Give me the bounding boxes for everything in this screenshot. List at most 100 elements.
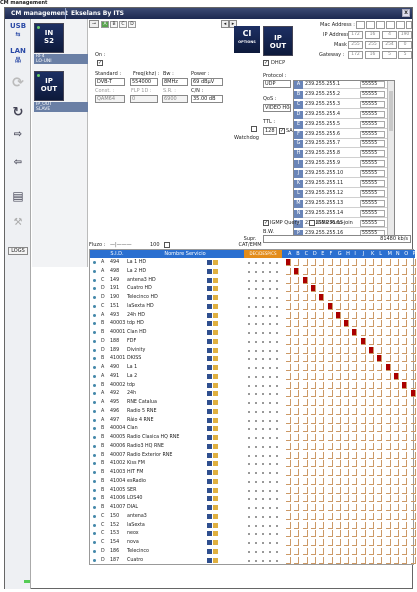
table-row[interactable]: B 41004 esRadio [90,477,416,486]
dropdown-icon[interactable] [207,400,212,405]
matrix-cell[interactable] [302,460,308,468]
matrix-cell[interactable] [319,547,325,555]
matrix-cell[interactable] [302,276,308,284]
matrix-cell[interactable] [344,302,350,310]
matrix-cell[interactable] [294,486,300,494]
dropdown-icon[interactable] [207,522,212,528]
sync-icon[interactable]: ⟳ [12,75,24,91]
lock-icon[interactable] [213,347,218,353]
matrix-cell[interactable] [402,311,408,319]
matrix-cell[interactable] [302,425,308,433]
matrix-cell[interactable] [310,390,316,398]
matrix-cell[interactable] [410,346,416,354]
matrix-cell[interactable] [360,434,366,441]
matrix-cell[interactable] [377,556,383,564]
stream-port[interactable]: 55555 [360,209,385,217]
dep-dot[interactable] [262,270,264,273]
matrix-cell[interactable] [344,294,350,301]
dep-dot[interactable] [262,498,264,501]
dep-dot[interactable] [262,445,264,448]
matrix-cell[interactable] [335,460,341,468]
lock-icon[interactable] [213,356,218,362]
matrix-cell[interactable] [360,512,366,520]
matrix-cell[interactable] [319,267,325,275]
matrix-cell[interactable] [360,381,366,389]
dropdown-icon[interactable] [207,452,212,458]
dep-dot[interactable] [255,419,257,422]
gateway-octet[interactable]: 5 [382,51,397,59]
dropdown-icon[interactable] [207,557,212,563]
matrix-cell[interactable] [377,346,383,354]
matrix-cell[interactable] [360,416,366,424]
dep-dot[interactable] [276,384,278,387]
matrix-cell[interactable] [286,320,291,328]
matrix-cell[interactable] [344,346,350,354]
dropdown-icon[interactable] [207,540,212,545]
dep-dot[interactable] [276,375,278,378]
table-row[interactable]: C 153 neox [90,530,416,538]
matrix-cell[interactable] [319,355,325,363]
dep-dot[interactable] [269,550,271,553]
matrix-cell[interactable] [286,442,291,450]
dep-dot[interactable] [262,262,264,264]
matrix-cell[interactable] [310,407,316,415]
table-row[interactable]: C 149 antena3 HD [90,276,416,285]
matrix-cell[interactable] [302,416,308,424]
matrix-cell[interactable] [319,425,325,433]
matrix-cell[interactable] [319,539,325,546]
dep-dot[interactable] [248,358,250,361]
matrix-cell[interactable] [286,504,291,511]
lock-icon[interactable] [213,268,218,274]
import-icon[interactable]: ⇦ [13,157,23,168]
dropdown-icon[interactable] [207,443,212,449]
matrix-cell[interactable] [302,512,308,520]
lock-icon[interactable] [213,303,218,309]
matrix-cell[interactable] [310,311,316,319]
usb-button[interactable]: USB ⇆ [8,22,28,38]
matrix-cell[interactable] [393,530,399,538]
table-row[interactable]: B 40005 Radio Clasica HQ RNE [90,434,416,442]
matrix-cell[interactable] [393,364,399,371]
matrix-cell[interactable] [344,530,350,538]
matrix-cell[interactable] [344,451,350,459]
dep-dot[interactable] [262,323,264,326]
matrix-cell[interactable] [310,399,316,406]
dep-dot[interactable] [255,550,257,553]
matrix-cell[interactable] [327,311,333,319]
dep-dot[interactable] [262,358,264,361]
matrix-cell[interactable] [377,390,383,398]
dep-dot[interactable] [248,314,250,317]
dep-dot[interactable] [255,323,257,326]
dep-dot[interactable] [255,305,257,308]
matrix-cell[interactable] [402,469,408,476]
matrix-cell[interactable] [402,512,408,520]
matrix-cell[interactable] [344,512,350,520]
matrix-cell[interactable] [294,337,300,345]
matrix-cell[interactable] [352,504,358,511]
matrix-cell[interactable] [377,434,383,441]
dep-dot[interactable] [248,288,250,291]
matrix-cell[interactable] [360,521,366,529]
stream-row[interactable]: L 239.255.255.12 55555 [294,189,388,198]
dep-dot[interactable] [276,305,278,308]
matrix-cell[interactable] [393,399,399,406]
matrix-cell[interactable] [335,390,341,398]
matrix-cell[interactable] [360,259,366,266]
matrix-cell[interactable] [402,364,408,371]
matrix-cell[interactable] [319,294,325,301]
matrix-cell[interactable] [352,486,358,494]
dep-dot[interactable] [269,314,271,317]
matrix-cell[interactable] [344,276,350,284]
lock-icon[interactable] [213,548,218,554]
dep-dot[interactable] [269,410,271,413]
matrix-cell[interactable] [410,539,416,546]
table-row[interactable]: A 494 La 1 HD [90,259,416,267]
matrix-cell[interactable] [393,504,399,511]
matrix-cell[interactable] [377,399,383,406]
matrix-cell[interactable] [335,311,341,319]
matrix-cell[interactable] [294,521,300,529]
matrix-cell[interactable] [410,416,416,424]
lock-icon[interactable] [213,522,218,528]
dep-dot[interactable] [248,419,250,422]
stream-row[interactable]: H 239.255.255.8 55555 [294,150,388,159]
